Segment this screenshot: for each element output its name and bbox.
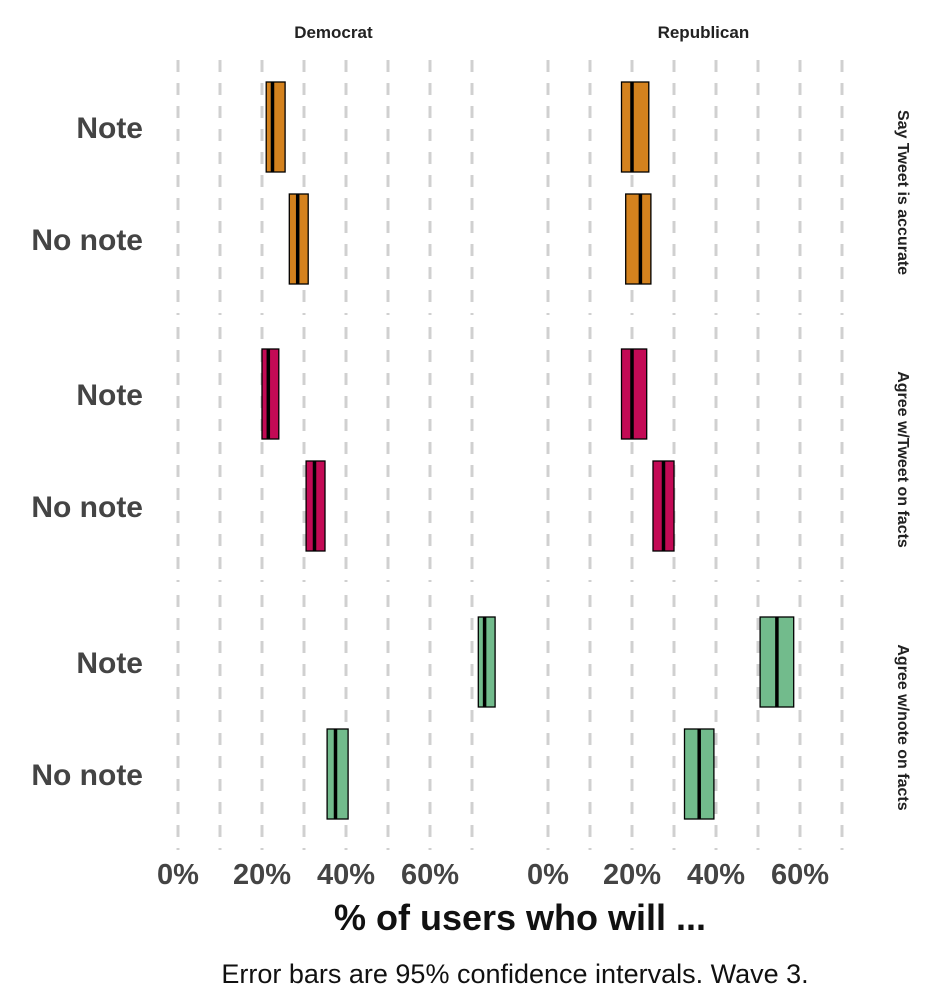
chart-caption: Error bars are 95% confidence intervals.… <box>221 959 808 989</box>
confidence-interval-bar <box>265 81 286 173</box>
row-label: No note <box>31 491 143 524</box>
row-label: Note <box>76 112 143 145</box>
confidence-interval-bar <box>620 81 650 173</box>
x-tick-label: 60% <box>771 859 829 891</box>
x-tick-label: 20% <box>233 859 291 891</box>
x-tick-label: 40% <box>687 859 745 891</box>
row-label: No note <box>31 224 143 257</box>
row-label: Note <box>76 379 143 412</box>
bar-layer <box>261 81 795 820</box>
confidence-interval-bar <box>261 348 280 440</box>
confidence-interval-bar <box>326 728 349 820</box>
facet-strip-label: Agree w/note on facts <box>894 644 911 810</box>
panel-title: Republican <box>658 23 750 42</box>
x-axis-title: % of users who will ... <box>334 897 706 938</box>
x-tick-label: 60% <box>401 859 459 891</box>
confidence-interval-bar <box>625 193 652 285</box>
text-layer: Democrat Republican Say Tweet is accurate N… <box>31 23 911 891</box>
row-label: Note <box>76 647 143 680</box>
x-tick-label: 40% <box>317 859 375 891</box>
grid-layer <box>176 60 844 850</box>
x-tick-label: 20% <box>603 859 661 891</box>
confidence-interval-bar <box>477 616 496 708</box>
facet-strip-label: Say Tweet is accurate <box>894 110 911 275</box>
panel-title: Democrat <box>294 23 373 42</box>
facet-strip-label: Agree w/Tweet on facts <box>894 371 911 548</box>
x-tick-label: 0% <box>527 859 569 891</box>
x-tick-label: 0% <box>157 859 199 891</box>
row-label: No note <box>31 759 143 792</box>
confidence-interval-bar <box>620 348 648 440</box>
